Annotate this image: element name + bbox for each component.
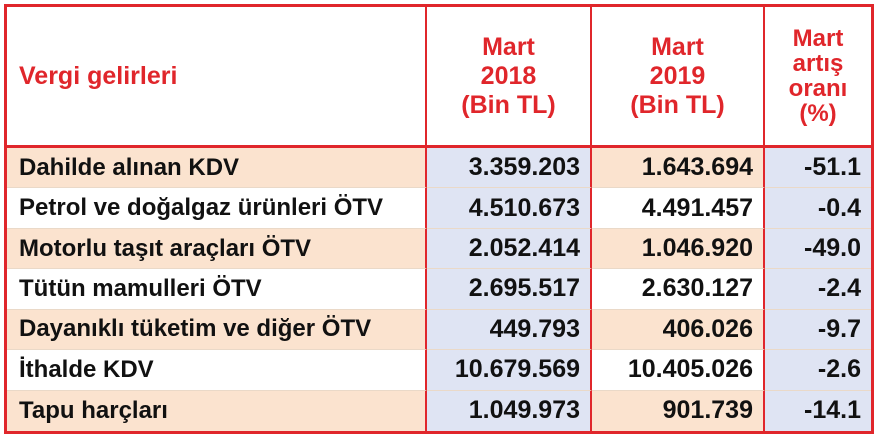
cell-artis: -2.6 [765,350,871,391]
header-mart-2019: Mart 2019 (Bin TL) [592,7,765,148]
cell-mart-2018: 1.049.973 [427,390,592,431]
cell-mart-2019: 406.026 [592,309,765,351]
cell-mart-2018: 4.510.673 [427,188,592,229]
cell-mart-2018: 2.695.517 [427,269,592,310]
header-artis-line4: (%) [799,100,837,127]
row-label: İthalde KDV [7,350,427,391]
row-label: Dayanıklı tüketim ve diğer ÖTV [7,309,427,351]
header-artis-line1: Mart [792,25,844,52]
row-label: Motorlu taşıt araçları ÖTV [7,228,427,270]
row-label: Tapu harçları [7,390,427,431]
cell-mart-2018: 2.052.414 [427,228,592,270]
tax-revenue-table: Vergi gelirleri Mart 2018 (Bin TL) Mart … [4,4,874,434]
row-label: Petrol ve doğalgaz ürünleri ÖTV [7,188,427,229]
cell-mart-2019: 901.739 [592,390,765,431]
header-mart-2019-line2: 2019 [649,61,706,90]
header-mart-2019-line3: (Bin TL) [630,90,725,119]
cell-mart-2018: 10.679.569 [427,350,592,391]
header-mart-2018-line1: Mart [482,32,535,61]
cell-mart-2019: 1.643.694 [592,148,765,189]
header-artis-line2: artış [792,50,844,77]
header-mart-2018-line3: (Bin TL) [461,90,556,119]
cell-mart-2019: 1.046.920 [592,228,765,270]
cell-mart-2018: 449.793 [427,309,592,351]
header-mart-2018-line2: 2018 [480,61,537,90]
header-label: Vergi gelirleri [7,7,427,148]
header-artis-line3: oranı [788,75,848,102]
cell-mart-2018: 3.359.203 [427,148,592,189]
cell-artis: -0.4 [765,188,871,229]
cell-artis: -14.1 [765,390,871,431]
header-artis-orani: Mart artış oranı (%) [765,7,871,148]
cell-mart-2019: 4.491.457 [592,188,765,229]
cell-mart-2019: 2.630.127 [592,269,765,310]
row-label: Tütün mamulleri ÖTV [7,269,427,310]
header-mart-2018: Mart 2018 (Bin TL) [427,7,592,148]
row-label: Dahilde alınan KDV [7,148,427,189]
cell-artis: -49.0 [765,228,871,270]
cell-artis: -2.4 [765,269,871,310]
cell-artis: -9.7 [765,309,871,351]
cell-mart-2019: 10.405.026 [592,350,765,391]
header-mart-2019-line1: Mart [651,32,704,61]
cell-artis: -51.1 [765,148,871,189]
